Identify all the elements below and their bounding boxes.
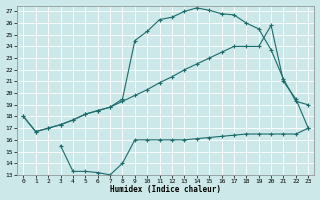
X-axis label: Humidex (Indice chaleur): Humidex (Indice chaleur) <box>110 185 221 194</box>
